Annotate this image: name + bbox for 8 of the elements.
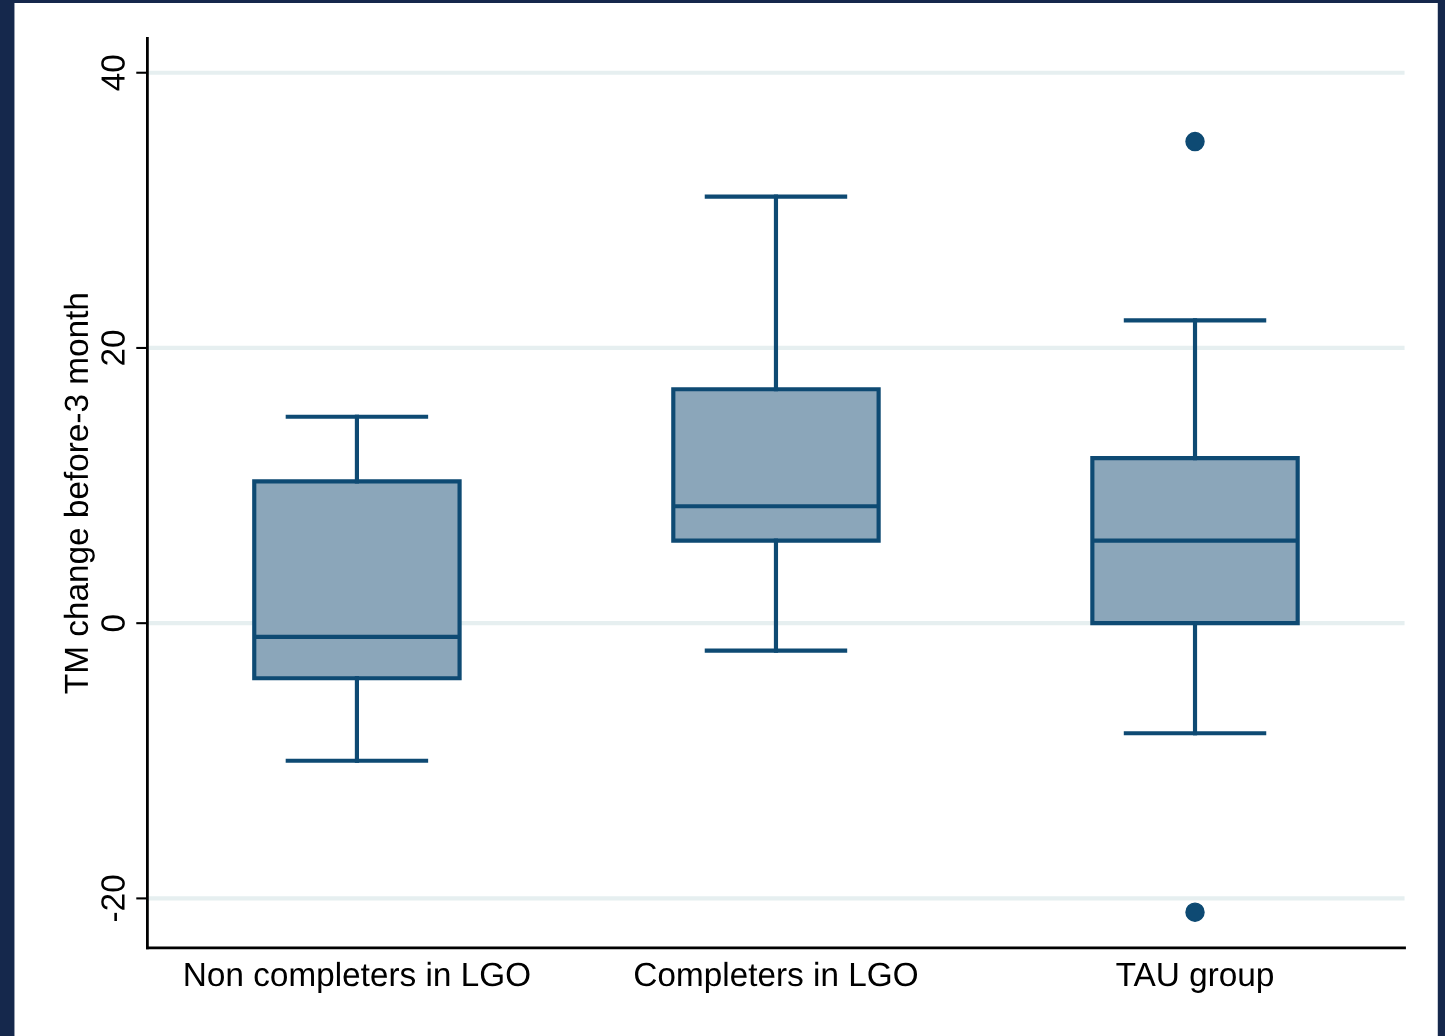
y-tick-label: -20 <box>101 875 125 922</box>
y-tick-label: 40 <box>101 55 125 91</box>
y-tick-label: 0 <box>101 615 125 632</box>
x-tick-label: Non completers in LGO <box>185 961 530 993</box>
y-tick-label: 20 <box>101 330 125 365</box>
y-axis-title: TM change before-3 month <box>63 294 95 694</box>
x-tick-label: Completers in LGO <box>635 961 918 993</box>
x-tick-label: TAU group <box>1116 963 1273 993</box>
